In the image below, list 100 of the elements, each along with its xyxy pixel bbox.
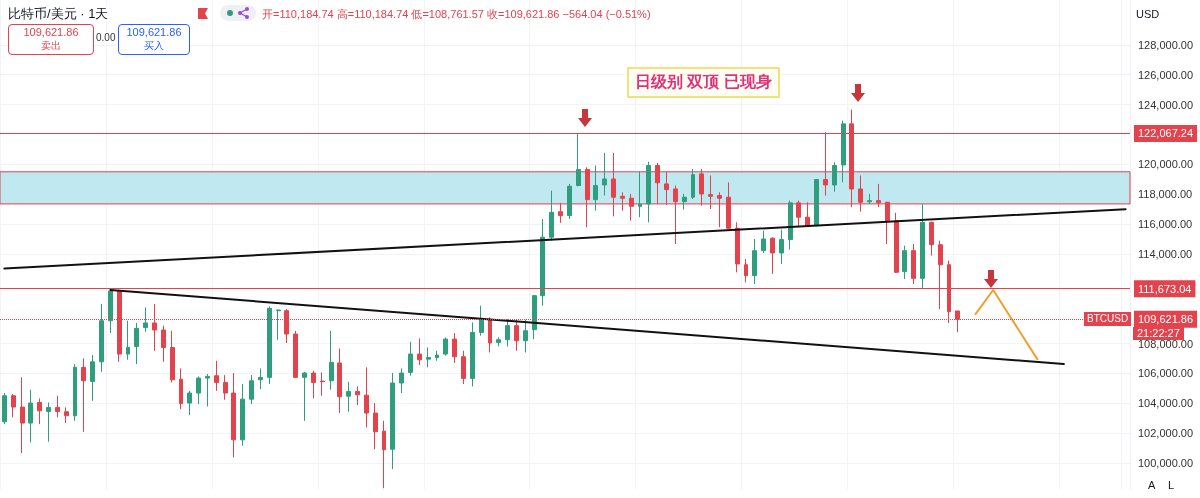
candlestick — [744, 258, 748, 283]
candlestick — [902, 245, 907, 280]
y-axis-title: USD — [1132, 5, 1194, 23]
candlestick — [470, 321, 475, 387]
candlestick — [249, 374, 254, 405]
y-tick-label: 106,000.00 — [1138, 367, 1194, 380]
candlestick — [108, 287, 113, 334]
candlestick — [682, 193, 687, 211]
candlestick — [55, 395, 60, 418]
candlestick — [99, 303, 104, 373]
candlestick — [320, 371, 325, 397]
candlestick — [761, 230, 766, 254]
candlestick — [735, 221, 740, 273]
candlestick — [267, 305, 272, 385]
candlestick — [770, 236, 775, 275]
text: 21:22:27 — [1133, 327, 1184, 341]
candlestick — [752, 238, 757, 285]
candlestick — [479, 305, 484, 337]
ref-line-label: 109,621.86 — [1138, 313, 1194, 326]
candlestick — [346, 381, 351, 413]
candlestick — [832, 161, 837, 193]
y-tick-label: 126,000.00 — [1138, 68, 1194, 81]
candlestick — [134, 322, 139, 365]
candlestick — [276, 309, 281, 341]
candlestick — [329, 330, 334, 391]
candlestick — [11, 393, 16, 418]
candlestick — [920, 203, 925, 290]
y-tick-label: 124,000.00 — [1138, 98, 1194, 111]
y-tick-label: 116,000.00 — [1138, 218, 1193, 231]
candlestick — [143, 306, 148, 333]
candlestick — [532, 294, 537, 340]
candlestick — [187, 390, 192, 416]
candlestick — [788, 200, 793, 251]
candlestick — [205, 373, 210, 407]
candlestick — [417, 337, 422, 366]
candlestick — [593, 165, 598, 212]
candlestick — [523, 319, 528, 353]
text: A — [1148, 479, 1156, 491]
candlestick — [382, 420, 386, 489]
candlestick — [258, 367, 263, 390]
candlestick — [646, 161, 651, 223]
text: 比特币/美元 · 1天 — [8, 5, 109, 23]
annotation: 卖出 — [40, 39, 62, 52]
candlestick — [779, 229, 784, 265]
candlestick — [911, 243, 916, 285]
candlestick — [399, 367, 404, 394]
candlestick — [337, 347, 342, 414]
candlestick — [161, 325, 166, 363]
annotation: 开=110,184.74 高=110,184.74 低=108,761.57 收=109,621.86 −564.04 (−0.51%) — [262, 7, 651, 22]
candlestick — [126, 320, 130, 361]
candlestick — [20, 376, 25, 454]
candlestick — [894, 212, 899, 274]
candlestick — [240, 383, 245, 447]
candlestick — [814, 178, 819, 227]
annotation: 0.00 — [96, 32, 116, 43]
annotation: 日级别 双顶 已现身 — [627, 67, 780, 98]
candlestick — [28, 389, 33, 443]
candlestick — [179, 367, 183, 410]
candlestick — [549, 190, 554, 242]
candlestick — [443, 336, 448, 357]
candlestick — [355, 385, 360, 406]
annotation: BTCUSD — [1084, 312, 1132, 327]
candlestick — [505, 318, 510, 347]
candlestick — [435, 350, 439, 362]
candlestick — [461, 350, 466, 385]
candlestick — [37, 397, 42, 425]
candlestick — [64, 406, 69, 424]
candlestick — [540, 218, 545, 307]
candlestick — [390, 372, 395, 470]
candlestick — [929, 221, 934, 257]
candlestick — [2, 392, 7, 425]
candlestick — [170, 330, 175, 383]
candlestick — [196, 375, 201, 405]
candlestick — [576, 132, 581, 187]
candlestick — [638, 171, 642, 218]
annotation: 109,621.86 — [125, 26, 183, 39]
candlestick — [496, 336, 501, 347]
candlestick — [46, 401, 51, 443]
y-tick-label: 104,000.00 — [1138, 397, 1194, 410]
candlestick — [90, 354, 95, 402]
y-tick-label: 120,000.00 — [1138, 158, 1194, 171]
y-tick-label: 102,000.00 — [1138, 427, 1194, 440]
candlestick — [408, 341, 413, 377]
candlestick — [567, 183, 572, 220]
candlestick — [602, 152, 607, 197]
candlestick — [364, 366, 369, 428]
candlestick — [293, 330, 298, 379]
candlestick — [426, 346, 431, 368]
candlestick — [691, 168, 695, 200]
y-tick-label: 128,000.00 — [1138, 38, 1194, 51]
annotation: 买入 — [143, 39, 165, 52]
annotation: 109,621.86 — [22, 26, 80, 39]
candlestick — [231, 372, 236, 458]
candlestick — [223, 374, 228, 401]
candlestick — [841, 120, 846, 183]
y-tick-label: 100,000.00 — [1138, 457, 1194, 470]
y-tick-label: 114,000.00 — [1138, 247, 1193, 260]
candlestick — [302, 371, 307, 422]
candlestick — [311, 370, 316, 399]
text: L — [1168, 479, 1175, 491]
